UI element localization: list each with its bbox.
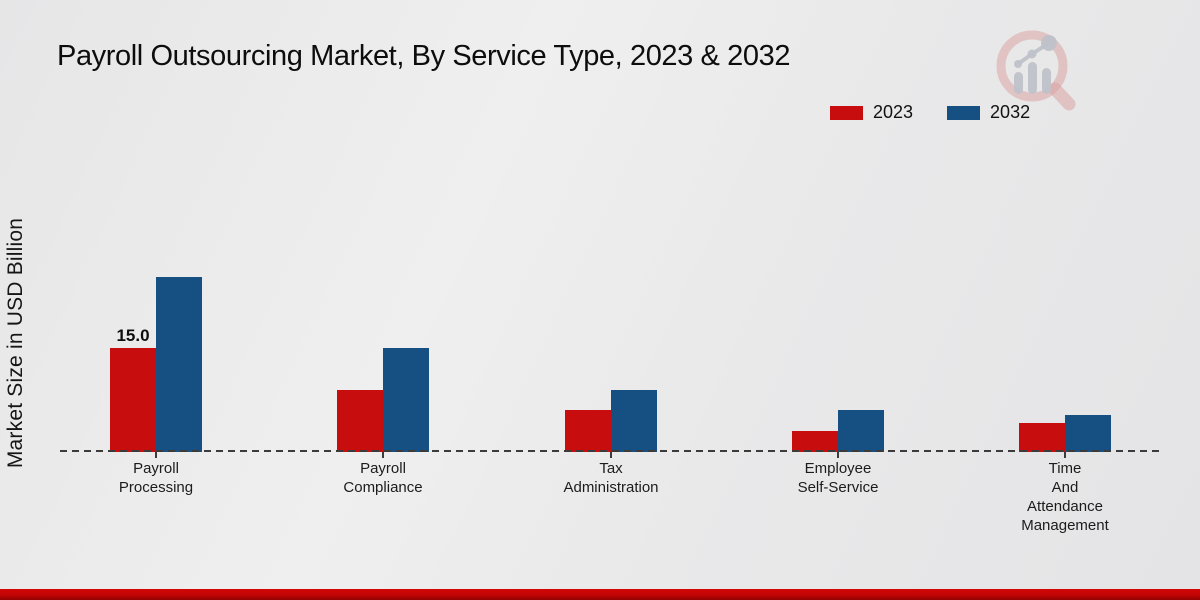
x-category-label: Payroll Processing: [118, 460, 194, 496]
x-category-label: Payroll Compliance: [343, 460, 423, 496]
bar-2032-payroll-compliance: [383, 348, 429, 452]
bar-2023-tax-administration: [565, 410, 611, 452]
bar-2023-payroll-compliance: [337, 390, 383, 452]
bar-2032-employee-self-service: [838, 410, 884, 452]
footer-red-strip: [0, 589, 1200, 600]
legend-label-2032: 2032: [990, 102, 1031, 122]
x-axis-dashed-line: [60, 450, 1161, 452]
magnifier-bar-chart-logo-icon: [996, 30, 1076, 111]
legend-swatch-2023: [830, 105, 863, 120]
x-category-label: Employee Self-Service: [797, 460, 879, 496]
legend-swatch-2032: [947, 105, 981, 120]
bar-2032-time-and-attendance-management: [1065, 415, 1111, 452]
x-tick: [155, 452, 157, 458]
bar-2023-employee-self-service: [792, 431, 838, 452]
bar-2023-payroll-processing: [110, 348, 156, 452]
bar-2032-tax-administration: [611, 390, 657, 452]
x-tick: [382, 452, 384, 458]
legend-item-2023: 2023: [830, 102, 913, 123]
bar-2032-payroll-processing: [156, 277, 202, 452]
x-category-label: Tax Administration: [563, 460, 659, 496]
legend: 2023 2032: [830, 102, 1030, 123]
x-tick: [837, 452, 839, 458]
bar-value-label: 15.0: [116, 326, 150, 345]
chart-title: Payroll Outsourcing Market, By Service T…: [57, 40, 791, 72]
x-tick: [1064, 452, 1066, 458]
x-tick: [610, 452, 612, 458]
bar-2023-time-and-attendance-management: [1019, 423, 1065, 452]
legend-label-2023: 2023: [873, 102, 914, 122]
x-category-label: Time And Attendance Management: [1021, 460, 1109, 534]
legend-item-2032: 2032: [947, 102, 1030, 123]
